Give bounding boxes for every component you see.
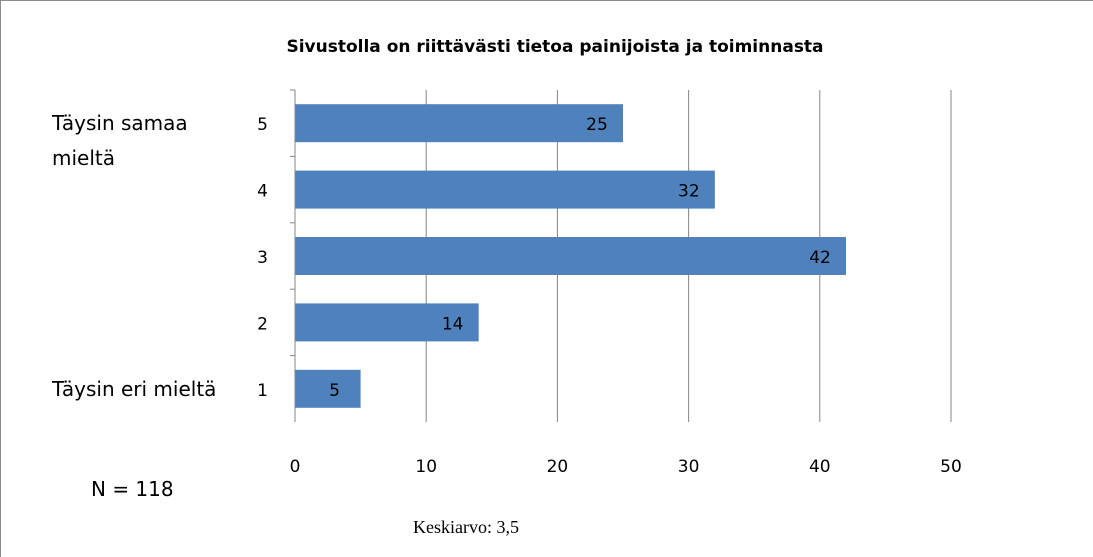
value-label: 42	[809, 248, 831, 268]
value-label: 14	[442, 314, 464, 334]
value-label: 25	[586, 115, 608, 135]
annotation: N = 118	[91, 477, 174, 501]
y-tick-label: 1	[257, 381, 268, 401]
bar	[295, 303, 479, 342]
x-tick-label: 10	[415, 457, 437, 477]
y-tick-label: 3	[257, 248, 268, 268]
value-label: 32	[678, 182, 700, 202]
value-label: 5	[329, 381, 340, 401]
chart-title: Sivustolla on riittävästi tietoa painijo…	[286, 37, 823, 57]
x-tick-label: 40	[809, 457, 831, 477]
x-tick-label: 20	[547, 457, 569, 477]
x-tick-label: 0	[290, 457, 301, 477]
bar	[295, 369, 361, 408]
x-tick-label: 30	[678, 457, 700, 477]
y-tick-label: 2	[257, 314, 268, 334]
bar	[295, 170, 715, 209]
y-tick-label: 5	[257, 115, 268, 135]
x-tick-label: 50	[940, 457, 962, 477]
annotation: Keskiarvo: 3,5	[413, 517, 519, 537]
annotation: Täysin samaa mieltä	[52, 111, 188, 170]
y-tick-label: 4	[257, 182, 268, 202]
bar	[295, 237, 847, 275]
annotation: Täysin eri mieltä	[52, 377, 217, 401]
bar	[295, 104, 623, 143]
